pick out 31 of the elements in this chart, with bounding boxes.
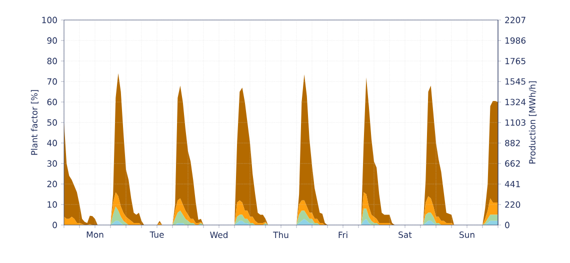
y2-tick-label: 1103	[505, 119, 526, 126]
x-tick-label: Wed	[210, 232, 228, 238]
y2-tick-label: 441	[504, 180, 520, 188]
y2-tick-label: 2207	[505, 16, 526, 24]
y-tick-label: 10	[48, 201, 57, 208]
y2-tick-label: 662	[505, 160, 520, 167]
y2-tick-label: 0	[505, 222, 510, 228]
y-tick-label: 30	[47, 160, 57, 167]
y2-tick-label: 1765	[505, 58, 526, 64]
x-tick-label: Tue	[150, 232, 164, 238]
y-tick-label: 70	[47, 78, 57, 85]
y-tick-label: 20	[47, 180, 57, 188]
y2-tick-label: 1324	[505, 98, 526, 106]
y-axis-title: Plant factor [%]	[30, 90, 38, 155]
y2-axis-title: Production [MWh/h]	[528, 81, 536, 164]
y-tick-label: 0	[52, 222, 57, 228]
y2-tick-label: 220	[505, 201, 520, 208]
y2-tick-label: 882	[505, 140, 520, 146]
y2-tick-label: 1545	[505, 78, 526, 85]
y-tick-label: 90	[47, 37, 57, 44]
x-tick-label: Sun	[460, 232, 474, 238]
y-tick-label: 100	[42, 16, 57, 24]
x-tick-label: Mon	[86, 232, 104, 238]
y-tick-label: 40	[47, 140, 57, 146]
x-tick-label: Fri	[338, 232, 348, 238]
x-tick-label: Sat	[398, 232, 412, 238]
x-tick-label: Thu	[273, 232, 288, 238]
y-tick-label: 50	[47, 119, 57, 126]
y-tick-label: 80	[47, 58, 57, 64]
y-tick-label: 60	[47, 98, 57, 106]
y2-tick-label: 1986	[505, 37, 526, 44]
